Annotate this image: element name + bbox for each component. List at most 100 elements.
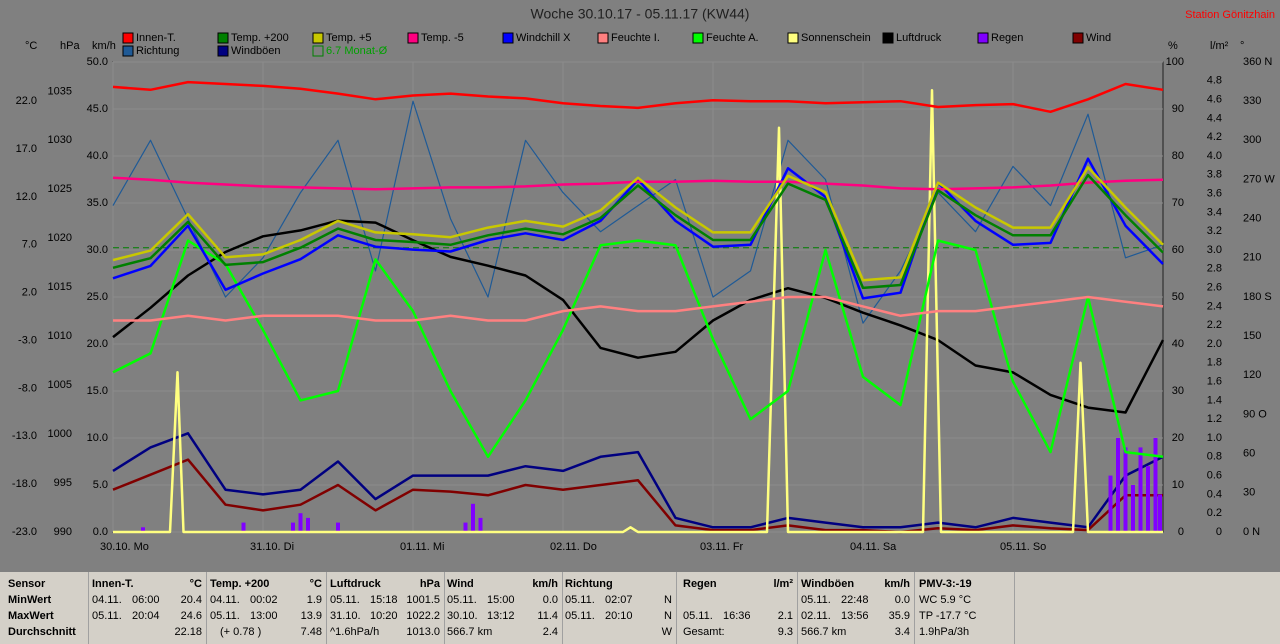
series-line <box>113 295 1164 322</box>
stat-date: 05.11. <box>92 610 122 622</box>
stats-table: Sensor MinWert MaxWert Durchschnitt Innen-T.… <box>0 572 1280 644</box>
stat-date: 05.11. <box>330 594 360 606</box>
stats-group: PMV-3:-19 WC 5.9 °C TP -17.7 °C 1.9hPa/3h <box>919 572 1015 644</box>
legend-swatch <box>312 32 324 44</box>
stat-time: 13:00 <box>250 610 278 622</box>
y-tick-label: 120 <box>1243 369 1261 381</box>
legend-label: Wind <box>1086 32 1111 44</box>
x-tick-label: 31.10. Di <box>250 541 294 553</box>
y-tick-label: 0 <box>1178 526 1184 538</box>
stat-value: 7.48 <box>300 626 322 638</box>
stat-date: 31.10. <box>330 610 361 622</box>
y-tick-label: -8.0 <box>18 382 37 394</box>
series-line <box>112 219 1165 414</box>
rain-bar <box>306 517 310 532</box>
y-tick-label: 100 <box>1166 56 1184 68</box>
rain-bar <box>336 522 340 532</box>
legend-label: Feuchte A. <box>706 32 759 44</box>
stat-date: 05.11. <box>210 610 240 622</box>
axis-unit: l/m² <box>1210 40 1229 52</box>
y-tick-label: 990 <box>54 526 72 538</box>
rain-bar <box>463 522 468 532</box>
stat-value: 11.4 <box>537 610 558 622</box>
legend-label: Temp. -5 <box>421 32 464 44</box>
y-tick-label: 0.0 <box>93 526 108 538</box>
stat-value: 22.18 <box>174 626 202 638</box>
stat-time: 13:56 <box>841 610 869 622</box>
y-tick-label: -13.0 <box>12 430 37 442</box>
stat-time: 02:07 <box>605 594 633 606</box>
rain-bar <box>1108 475 1113 532</box>
axis-unit: % <box>1168 40 1178 52</box>
stat-date: 566.7 km <box>447 626 493 638</box>
y-tick-label: 20.0 <box>87 338 108 350</box>
legend-swatch <box>217 32 229 44</box>
series-line <box>112 176 1164 191</box>
legend-swatch <box>122 45 134 57</box>
stat-date: 05.11. <box>683 610 713 622</box>
series-line <box>113 88 1163 534</box>
x-tick-label: 05.11. So <box>1000 541 1046 553</box>
legend-swatch <box>217 45 229 57</box>
y-tick-label: 2.4 <box>1207 300 1222 312</box>
stat-cell: TP -17.7 °C <box>919 610 977 622</box>
legend-swatch <box>692 32 704 44</box>
y-tick-label: 1005 <box>48 379 72 391</box>
rain-bar <box>1138 447 1143 532</box>
y-tick-label: 90 <box>1172 103 1184 115</box>
y-tick-label: 60 <box>1172 244 1184 256</box>
legend-label: Feuchte I. <box>611 32 660 44</box>
stat-time: 13:12 <box>487 610 515 622</box>
y-tick-label: 3.0 <box>1207 244 1222 256</box>
series-line <box>112 432 1164 529</box>
group-unit: km/h <box>532 578 558 590</box>
group-title: Temp. +200 <box>210 578 270 590</box>
y-tick-label: 17.0 <box>16 143 37 155</box>
x-tick-label: 04.11. Sa <box>850 541 897 553</box>
stat-value: 3.4 <box>894 626 910 638</box>
group-unit: km/h <box>884 578 910 590</box>
y-tick-label: 0 <box>1216 526 1222 538</box>
y-tick-label: 240 <box>1243 213 1261 225</box>
y-tick-label: 2.8 <box>1207 263 1222 275</box>
stats-group: Regen l/m² 05.11. 16:36 2.1 Gesamt: 9.3 <box>683 572 798 644</box>
y-tick-label: 1.2 <box>1207 413 1222 425</box>
group-unit: °C <box>189 578 202 590</box>
y-tick-label: 1.8 <box>1207 357 1222 369</box>
y-tick-label: 1000 <box>48 428 72 440</box>
stat-date: 566.7 km <box>801 626 847 638</box>
group-unit: °C <box>309 578 322 590</box>
series-line <box>112 173 1164 290</box>
series-line <box>112 157 1164 300</box>
rain-bar <box>471 503 475 532</box>
legend-label: Windchill X <box>516 32 571 44</box>
stat-value: 1.9 <box>306 594 322 606</box>
group-title: Richtung <box>565 578 613 590</box>
group-unit: hPa <box>419 578 440 590</box>
y-tick-label: -18.0 <box>12 478 37 490</box>
stat-value: N <box>664 610 672 622</box>
y-tick-label: 300 <box>1243 134 1261 146</box>
y-tick-label: 330 <box>1243 95 1261 107</box>
y-tick-label: 0.8 <box>1207 451 1222 463</box>
stat-time: 06:00 <box>132 594 160 606</box>
stat-date: 05.11. <box>565 594 595 606</box>
legend-swatch <box>1072 32 1084 44</box>
stat-date: 05.11. <box>565 610 595 622</box>
y-tick-label: 150 <box>1243 330 1261 342</box>
legend-label: Sonnenschein <box>801 32 871 44</box>
y-tick-label: 995 <box>54 477 72 489</box>
group-unit: l/m² <box>773 578 793 590</box>
axis-unit: ° <box>1240 40 1244 52</box>
y-tick-label: 30.0 <box>87 244 108 256</box>
rain-bar <box>478 517 483 532</box>
legend-swatch <box>882 32 894 44</box>
stat-value: 1013.0 <box>406 626 440 638</box>
rain-bar <box>241 522 246 532</box>
stat-date: 04.11. <box>210 594 240 606</box>
stat-value: 2.1 <box>777 610 793 622</box>
rain-bar <box>1158 494 1162 532</box>
x-tick-label: 30.10. Mo <box>100 541 149 553</box>
x-tick-label: 02.11. Do <box>550 541 597 553</box>
series-line <box>112 80 1164 114</box>
